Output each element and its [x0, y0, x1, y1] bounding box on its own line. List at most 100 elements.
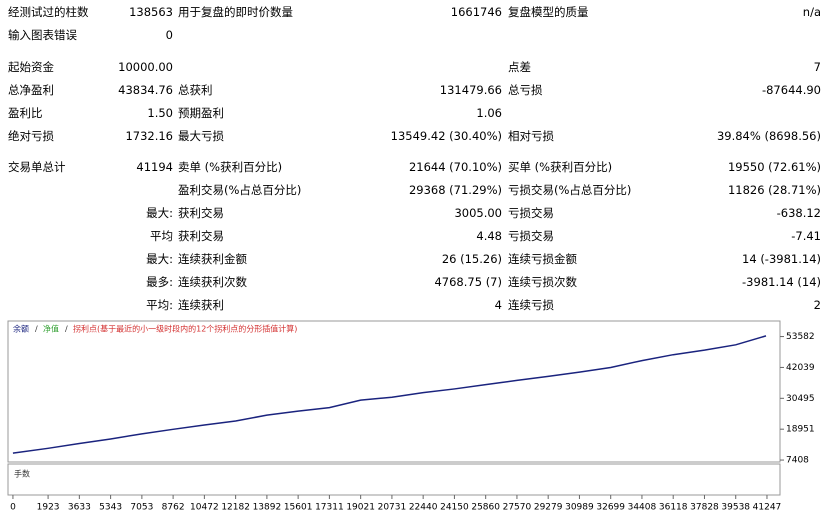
stat-label: 亏损交易: [508, 206, 554, 220]
stat-label: 盈利比: [8, 106, 43, 120]
stat-label: 绝对亏损: [8, 129, 54, 143]
stat-value: -638.12: [776, 206, 821, 220]
stat-value: 1.06: [476, 106, 502, 120]
x-tick-label: 20731: [378, 503, 407, 513]
x-tick-label: 7053: [130, 503, 153, 513]
stat-value: 19550 (72.61%): [727, 160, 821, 174]
stat-label: 盈利交易(%占总百分比): [178, 183, 302, 197]
stat-value: 最多:: [146, 275, 173, 289]
stat-value: -7.41: [791, 229, 821, 243]
x-tick-label: 32699: [596, 503, 625, 513]
stat-label: 点差: [508, 60, 531, 74]
stat-label: 连续获利次数: [178, 275, 247, 289]
stat-label: 交易单总计: [8, 160, 66, 174]
stat-label: 总获利: [178, 83, 213, 97]
x-tick-label: 10472: [190, 503, 219, 513]
y-tick-label: 53582: [786, 332, 815, 342]
stat-value: 41194: [136, 160, 173, 174]
stat-label: 输入图表错误: [8, 28, 77, 42]
x-tick-label: 15601: [284, 503, 313, 513]
stat-value: 4.48: [476, 229, 502, 243]
stat-label: 连续亏损: [508, 298, 554, 312]
stat-label: 用于复盘的即时价数量: [178, 5, 293, 19]
x-tick-label: 1923: [37, 503, 60, 513]
stat-value: -87644.90: [761, 83, 821, 97]
stat-label: 最大亏损: [178, 129, 224, 143]
stat-value: 13549.42 (30.40%): [390, 129, 502, 143]
stat-label: 亏损交易: [508, 229, 554, 243]
stat-label: 连续获利: [178, 298, 224, 312]
x-tick-label: 41247: [753, 503, 782, 513]
stat-value: 26 (15.26): [441, 252, 502, 266]
x-tick-label: 22440: [409, 503, 438, 513]
stat-value: 平均:: [146, 298, 173, 312]
stat-label: 连续获利金额: [178, 252, 247, 266]
x-tick-label: 19021: [346, 503, 375, 513]
y-tick-label: 30495: [786, 394, 815, 404]
legend-entry: 净值: [43, 324, 59, 334]
x-tick-label: 30989: [565, 503, 594, 513]
x-tick-label: 13892: [253, 503, 282, 513]
plot-frame: [7, 320, 781, 463]
x-tick-label: 12182: [221, 503, 250, 513]
legend-entry: 拐利点(基于最近的小一级时段内的12个拐利点的分形插值计算): [73, 324, 297, 334]
stat-value: 最大:: [146, 206, 173, 220]
stat-label: 连续亏损次数: [508, 275, 577, 289]
stat-value: 1732.16: [125, 129, 173, 143]
stat-label: 预期盈利: [178, 106, 224, 120]
x-tick-label: 27570: [503, 503, 532, 513]
x-tick-label: 36118: [659, 503, 688, 513]
volume-frame: [7, 463, 781, 496]
stat-label: 买单 (%获利百分比): [508, 160, 613, 174]
x-tick-label: 0: [10, 503, 16, 513]
stat-label: 获利交易: [178, 206, 224, 220]
x-tick-label: 34408: [628, 503, 657, 513]
volume-label: 手数: [14, 469, 30, 479]
y-tick-label: 7408: [786, 456, 809, 466]
stat-label: 经测试过的柱数: [8, 5, 89, 19]
legend-separator: /: [65, 325, 68, 334]
stat-value: 最大:: [146, 252, 173, 266]
legend-entry: 余额: [13, 324, 29, 334]
stat-value: -3981.14 (14): [742, 275, 821, 289]
stat-value: 39.84% (8698.56): [716, 129, 821, 143]
x-tick-label: 25860: [471, 503, 500, 513]
x-tick-label: 8762: [162, 503, 185, 513]
x-tick-label: 17311: [315, 503, 344, 513]
stat-label: 连续亏损金额: [508, 252, 577, 266]
stat-value: 131479.66: [439, 83, 502, 97]
stat-label: 总净盈利: [8, 83, 54, 97]
stat-value: 1661746: [450, 5, 502, 19]
stat-value: 10000.00: [118, 60, 173, 74]
stat-label: 总亏损: [508, 83, 543, 97]
stat-value: 43834.76: [118, 83, 173, 97]
stat-value: 1.50: [147, 106, 173, 120]
stat-value: 138563: [129, 5, 173, 19]
stat-value: 11826 (28.71%): [727, 183, 821, 197]
balance-line: [12, 335, 767, 454]
x-tick-label: 5343: [99, 503, 122, 513]
stat-label: 起始资金: [8, 60, 54, 74]
stat-label: 亏损交易(%占总百分比): [508, 183, 632, 197]
legend-separator: /: [35, 325, 38, 334]
stat-value: 29368 (71.29%): [408, 183, 502, 197]
y-tick-label: 18951: [786, 425, 815, 435]
x-tick-label: 29279: [534, 503, 563, 513]
stat-label: 复盘模型的质量: [508, 5, 589, 19]
x-tick-label: 37828: [690, 503, 719, 513]
stat-label: 相对亏损: [508, 129, 554, 143]
x-tick-label: 3633: [68, 503, 91, 513]
stat-value: 4: [494, 298, 502, 312]
stat-value: 7: [813, 60, 821, 74]
stat-label: 获利交易: [178, 229, 224, 243]
stat-value: 4768.75 (7): [434, 275, 502, 289]
stat-value: 0: [165, 28, 173, 42]
x-tick-label: 24150: [440, 503, 469, 513]
stat-value: 3005.00: [454, 206, 502, 220]
stat-value: 21644 (70.10%): [408, 160, 502, 174]
stat-value: n/a: [802, 5, 821, 19]
y-tick-label: 42039: [786, 363, 815, 373]
stat-label: 卖单 (%获利百分比): [178, 160, 283, 174]
